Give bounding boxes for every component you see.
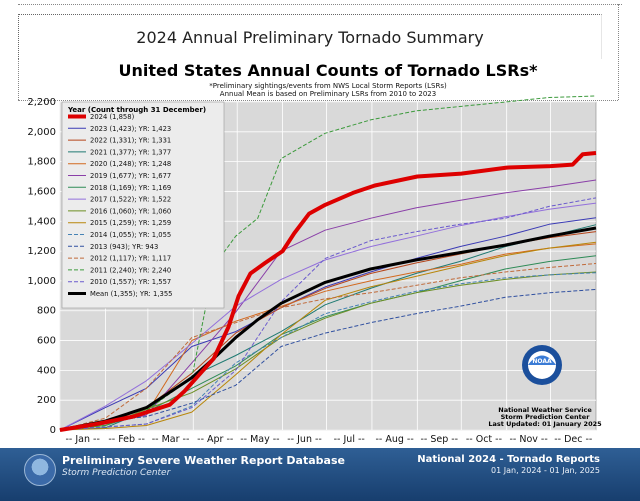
y-tick-label: 2,000 — [27, 127, 56, 138]
legend-title: Year (Count through 31 December) — [67, 106, 206, 114]
x-tick-label: -- May -- — [240, 434, 279, 445]
footer-title: Preliminary Severe Weather Report Databa… — [62, 454, 345, 467]
page-title-box: 2024 Annual Preliminary Tornado Summary — [18, 14, 602, 59]
x-tick-label: -- Nov -- — [509, 434, 547, 445]
legend-label: 2010 (1,557); YR: 1,557 — [90, 278, 171, 286]
page-title: 2024 Annual Preliminary Tornado Summary — [136, 28, 484, 47]
legend-label: 2020 (1,248); YR: 1,248 — [90, 160, 171, 168]
y-tick-label: 0 — [50, 425, 56, 436]
x-tick-label: -- Oct -- — [466, 434, 502, 445]
noaa-logo-text: NOAA — [532, 358, 552, 365]
legend-box — [61, 101, 225, 309]
legend-label: 2015 (1,259); YR: 1,259 — [90, 219, 171, 227]
legend-label: 2019 (1,677); YR: 1,677 — [90, 172, 171, 180]
legend-label: 2018 (1,169); YR: 1,169 — [90, 184, 171, 192]
footer-banner: Preliminary Severe Weather Report Databa… — [0, 448, 640, 501]
legend-label: 2024 (1,858) — [90, 113, 135, 121]
legend-label: Mean (1,355); YR: 1,355 — [90, 290, 172, 298]
legend-label: 2022 (1,331); YR: 1,331 — [90, 137, 171, 145]
y-tick-label: 600 — [37, 336, 56, 347]
series-line — [59, 241, 597, 431]
x-tick-label: -- Apr -- — [197, 434, 233, 445]
y-tick-label: 200 — [37, 395, 56, 406]
x-tick-label: -- Aug -- — [375, 434, 413, 445]
legend-label: 2011 (2,240); YR: 2,240 — [90, 266, 171, 274]
x-tick-label: -- Sep -- — [420, 434, 458, 445]
footer-subtitle: Storm Prediction Center — [62, 468, 171, 478]
frame-bottom-dotted-border — [18, 100, 618, 101]
frame-left-dotted-border — [18, 58, 19, 100]
series-line — [59, 226, 597, 432]
frame-top-dotted-border — [18, 4, 622, 11]
footer-date-range: 01 Jan, 2024 - 01 Jan, 2025 — [491, 466, 600, 475]
frame-right-dotted-border — [618, 4, 619, 100]
y-tick-label: 1,400 — [27, 216, 56, 227]
series-line — [59, 179, 597, 431]
series-line — [59, 263, 597, 431]
legend-label: 2021 (1,377); YR: 1,377 — [90, 148, 171, 156]
chart-subtitle-1: *Preliminary sightings/events from NWS L… — [209, 82, 447, 90]
x-tick-label: -- Mar -- — [152, 434, 190, 445]
series-line — [59, 151, 597, 432]
last-updated-label: Last Updated: 01 January 2025 — [488, 420, 602, 428]
noaa-logo-bird — [528, 355, 556, 365]
y-tick-label: 2,200 — [27, 97, 56, 108]
nws-label: National Weather Service — [498, 406, 592, 414]
legend-label: 2014 (1,055); YR: 1,055 — [90, 231, 171, 239]
x-tick-label: -- Feb -- — [108, 434, 145, 445]
chart-title: United States Annual Counts of Tornado L… — [119, 61, 539, 80]
y-tick-label: 1,000 — [27, 276, 56, 287]
legend-label: 2012 (1,117); YR: 1,117 — [90, 255, 171, 263]
y-tick-label: 800 — [37, 306, 56, 317]
series-line — [59, 288, 597, 431]
y-tick-label: 1,200 — [27, 246, 56, 257]
spc-label: Storm Prediction Center — [501, 413, 591, 421]
footer-right-title: National 2024 - Tornado Reports — [417, 454, 600, 465]
legend-label: 2023 (1,423); YR: 1,423 — [90, 125, 171, 133]
x-tick-label: -- Dec -- — [554, 434, 592, 445]
chart-subtitle-2: Annual Mean is based on Preliminary LSRs… — [220, 90, 436, 98]
series-line — [59, 95, 597, 431]
y-tick-label: 1,600 — [27, 186, 56, 197]
x-tick-label: -- Jul -- — [334, 434, 365, 445]
x-tick-label: -- Jun -- — [287, 434, 322, 445]
x-tick-label: -- Jan -- — [65, 434, 99, 445]
noaa-footer-logo-icon — [24, 454, 56, 486]
legend-label: 2016 (1,060); YR: 1,060 — [90, 207, 171, 215]
y-tick-label: 400 — [37, 365, 56, 376]
series-line — [59, 202, 597, 431]
chart-legend: Year (Count through 31 December) 2024 (1… — [61, 101, 225, 309]
legend-label: 2013 (943); YR: 943 — [90, 243, 158, 251]
tornado-chart: United States Annual Counts of Tornado L… — [27, 61, 602, 445]
series-line — [59, 197, 597, 431]
noaa-logo: NOAA — [522, 345, 562, 385]
legend-label: 2017 (1,522); YR: 1,522 — [90, 196, 171, 204]
y-tick-label: 1,800 — [27, 157, 56, 168]
